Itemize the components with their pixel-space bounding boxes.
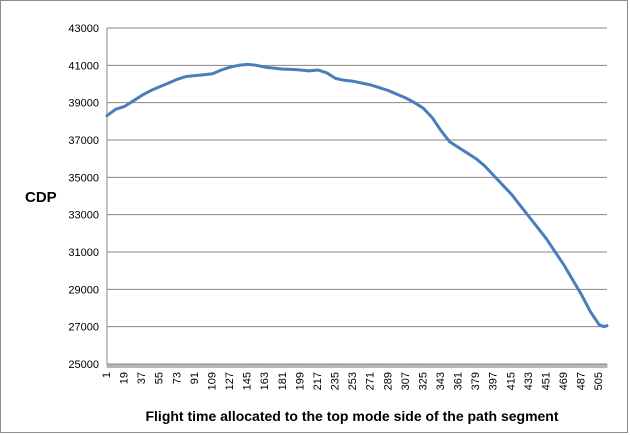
- x-tick-label: 145: [242, 372, 254, 390]
- x-tick-label: 343: [435, 372, 447, 390]
- y-axis-tick-labels: 25000 27000 29000 31000 33000 35000 37000 39000…: [68, 23, 99, 371]
- series-line-0: [105, 62, 609, 329]
- x-tick-label: 469: [558, 372, 570, 390]
- x-tick-label: 397: [488, 372, 500, 390]
- y-tick-label: 35000: [68, 172, 99, 184]
- x-tick-label: 19: [119, 372, 131, 384]
- y-tick-label: 33000: [68, 210, 99, 222]
- x-tick-label: 487: [576, 372, 588, 390]
- y-gridlines: [107, 27, 607, 328]
- x-tick-label: 199: [294, 372, 306, 390]
- x-tick-label: 253: [347, 372, 359, 390]
- x-tick-label: 91: [189, 372, 201, 384]
- x-tick-label: 451: [540, 372, 552, 390]
- x-tick-label: 73: [171, 372, 183, 384]
- x-tick-label: 55: [154, 372, 166, 384]
- x-tick-label: 415: [505, 372, 517, 390]
- x-tick-label: 379: [470, 372, 482, 390]
- x-tick-label: 1: [101, 372, 113, 378]
- x-tick-label: 217: [312, 372, 324, 390]
- x-tick-label: 235: [330, 372, 342, 390]
- y-tick-label: 31000: [68, 247, 99, 259]
- x-tick-label: 181: [277, 372, 289, 390]
- x-axis-label: Flight time allocated to the top mode si…: [145, 408, 558, 424]
- x-tick-label: 37: [136, 372, 148, 384]
- y-tick-label: 27000: [68, 322, 99, 334]
- y-tick-label: 37000: [68, 135, 99, 147]
- x-tick-label: 109: [206, 372, 218, 390]
- y-tick-label: 43000: [68, 23, 99, 35]
- x-axis: [106, 28, 608, 368]
- y-axis-label: CDP: [25, 189, 57, 206]
- x-tick-label: 505: [593, 372, 605, 390]
- y-tick-label: 29000: [68, 284, 99, 296]
- x-tick-label: 433: [523, 372, 535, 390]
- x-axis-tick-labels: 1 19 37 55 73 91 109 127 145 163 181 199 217 235 253 27…: [101, 372, 605, 390]
- y-tick-label: 25000: [68, 359, 99, 371]
- x-tick-label: 325: [417, 372, 429, 390]
- x-tick-label: 127: [224, 372, 236, 390]
- series-lines: [105, 62, 609, 329]
- x-tick-label: 361: [453, 372, 465, 390]
- y-tick-label: 39000: [68, 98, 99, 110]
- x-tick-label: 289: [382, 372, 394, 390]
- x-tick-label: 271: [365, 372, 377, 390]
- x-tick-label: 163: [259, 372, 271, 390]
- y-tick-label: 41000: [68, 60, 99, 72]
- x-tick-label: 307: [400, 372, 412, 390]
